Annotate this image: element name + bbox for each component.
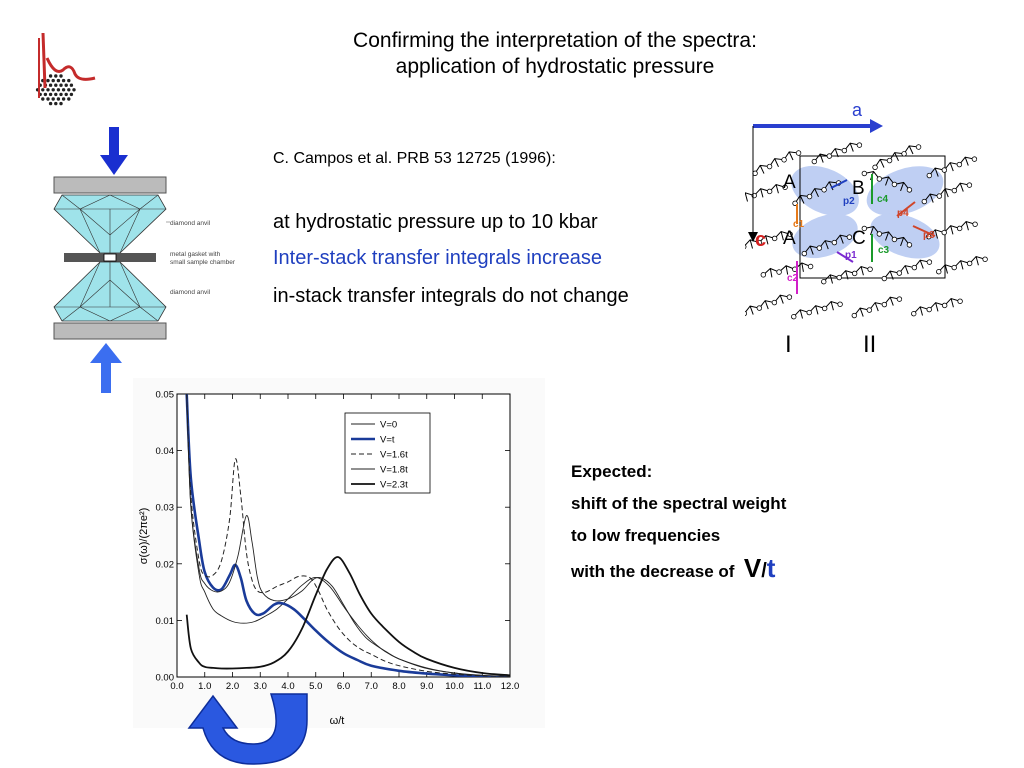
reference-text: C. Campos et al. PRB 53 12725 (1996): xyxy=(273,150,556,167)
gasket-label-1: metal gasket with xyxy=(170,251,221,258)
bond-p1: p1 xyxy=(845,250,857,261)
title-line-2: application of hydrostatic pressure xyxy=(395,55,715,78)
title-line-1: Confirming the interpretation of the spe… xyxy=(353,29,757,52)
x-axis-label: ω/t xyxy=(330,715,345,727)
conductivity-chart: 0.0 1.0 2.0 3.0 4.0 5.0 6.0 7.0 8.0 9.0 10.0 11.0 12… xyxy=(133,378,545,728)
x-tick-label: 4.0 xyxy=(281,681,294,692)
bullet-instack: in-stack transfer integrals do not chang… xyxy=(273,285,629,307)
expected-block: Expected: shift of the spectral weight t… xyxy=(571,456,786,588)
x-tick-label: 7.0 xyxy=(365,681,378,692)
pressure-arrow-bottom-icon xyxy=(90,343,122,363)
x-tick-label: 10.0 xyxy=(445,681,464,692)
expected-heading: Expected: xyxy=(571,462,653,481)
site-label-B: B xyxy=(852,178,865,199)
site-label-C: C xyxy=(852,228,866,249)
series-line-v16t xyxy=(186,394,510,677)
axis-a-arrow-icon xyxy=(870,119,883,133)
x-tick-label: 8.0 xyxy=(392,681,405,692)
ratio-V: V xyxy=(743,553,762,583)
page-title: Confirming the interpretation of the spe… xyxy=(200,28,910,80)
legend-label: V=t xyxy=(380,435,395,446)
expected-line-3-text: with the decrease of xyxy=(571,562,735,581)
site-label-A1: A xyxy=(783,172,796,193)
site-label-A2: A xyxy=(783,228,796,249)
y-tick-label: 0.01 xyxy=(156,616,175,627)
y-tick-label: 0.03 xyxy=(156,503,175,514)
x-tick-label: 3.0 xyxy=(254,681,267,692)
bond-p2: p2 xyxy=(843,196,855,207)
x-tick-label: 6.0 xyxy=(337,681,350,692)
y-tick-label: 0.04 xyxy=(156,446,175,457)
expected-line-2: to low frequencies xyxy=(571,526,721,545)
axis-c-label: c xyxy=(755,229,766,251)
bullet-interstack: Inter-stack transfer integrals increase xyxy=(273,247,603,269)
x-tick-label: 9.0 xyxy=(420,681,433,692)
legend-label: V=2.3t xyxy=(380,480,408,491)
bond-c1: c1 xyxy=(793,219,805,230)
stack-label-I: I xyxy=(785,331,792,358)
expected-line-3: with the decrease of V/t xyxy=(571,552,786,588)
plot-frame xyxy=(176,393,511,678)
bullet-pressure: at hydrostatic pressure up to 10 kbar xyxy=(273,211,598,233)
axis-a-label: a xyxy=(852,100,863,120)
ratio-slash: / xyxy=(761,560,767,582)
x-tick-label: 11.0 xyxy=(473,681,491,692)
bond-c3: c3 xyxy=(878,245,890,256)
legend: V=0 V=t V=1.6t V=1.8t V=2.3t xyxy=(344,412,431,494)
x-tick-label: 1.0 xyxy=(198,681,211,692)
logo xyxy=(35,32,96,106)
legend-label: V=1.6t xyxy=(380,450,408,461)
crystal-structure-diagram: a c A B A C p2 c4 p4 c1 p3 c3 c2 p1 I II xyxy=(745,100,988,358)
top-plate xyxy=(53,176,167,194)
bond-p3: p3 xyxy=(923,230,935,241)
stack-label-II: II xyxy=(863,331,876,358)
x-tick-label: 0.0 xyxy=(170,681,183,692)
series-line-vt xyxy=(185,394,510,677)
ratio-t: t xyxy=(766,553,776,583)
bond-c2: c2 xyxy=(787,273,799,284)
y-tick-label: 0.02 xyxy=(156,559,175,570)
gasket-label-2: small sample chamber xyxy=(170,259,236,266)
x-tick-label: 12.0 xyxy=(501,681,520,692)
expected-line-1: shift of the spectral weight xyxy=(571,494,787,513)
legend-label: V=1.8t xyxy=(380,465,408,476)
series-line-v23t xyxy=(185,556,510,677)
y-tick-label: 0.05 xyxy=(156,390,175,401)
x-tick-label: 2.0 xyxy=(226,681,239,692)
curved-arrow-icon xyxy=(187,693,308,765)
y-axis-label: σ(ω)/(2πe²) xyxy=(138,508,150,565)
diamond-anvil-diagram: diamond anvil metal gasket with small sa… xyxy=(53,127,236,393)
series-line-v18t xyxy=(186,394,510,677)
bottom-plate xyxy=(53,322,167,340)
anvil-label-bottom: diamond anvil xyxy=(170,289,211,296)
y-tick-label: 0.00 xyxy=(156,673,175,684)
x-tick-label: 5.0 xyxy=(309,681,322,692)
legend-label: V=0 xyxy=(380,420,397,431)
pressure-arrow-top-icon xyxy=(109,127,119,155)
anvil-label-top: diamond anvil xyxy=(170,220,211,227)
bond-p4: p4 xyxy=(897,208,909,219)
bond-c4: c4 xyxy=(877,194,889,205)
